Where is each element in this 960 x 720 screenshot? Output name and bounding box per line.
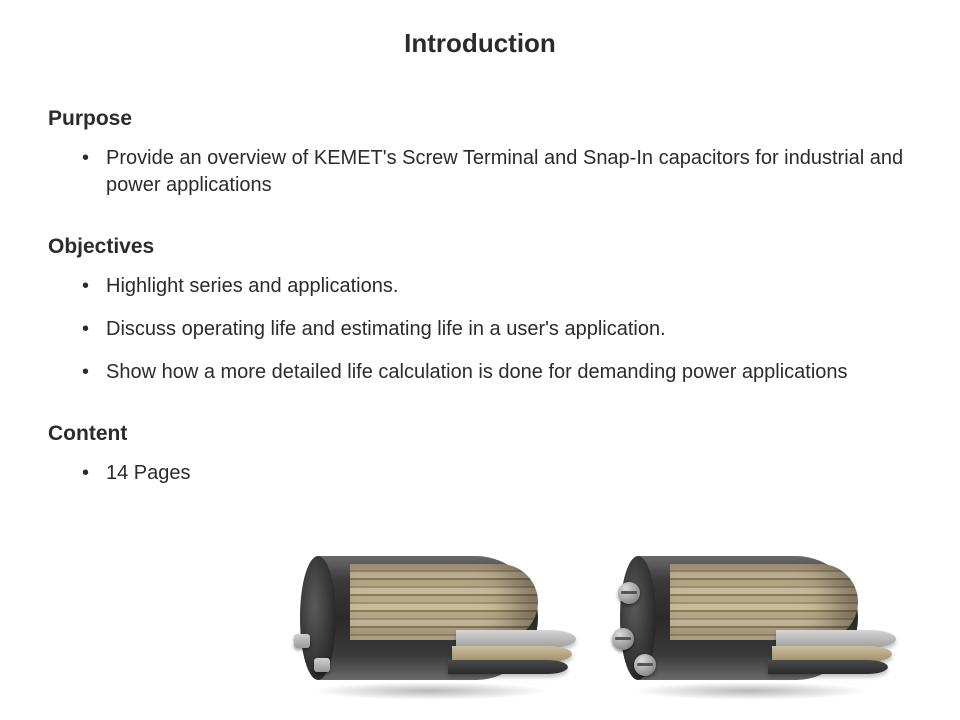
slide-introduction: Introduction Purpose Provide an overview… <box>0 0 960 720</box>
purpose-list: Provide an overview of KEMET's Screw Ter… <box>48 145 912 199</box>
capacitor-snap-in-icon <box>290 538 570 698</box>
section-content: Content 14 Pages <box>48 422 912 487</box>
list-item: Show how a more detailed life calculatio… <box>102 359 912 386</box>
capacitor-screw-terminal-icon <box>610 538 890 698</box>
list-item: 14 Pages <box>102 460 912 487</box>
content-heading: Content <box>48 422 912 446</box>
section-purpose: Purpose Provide an overview of KEMET's S… <box>48 107 912 199</box>
objectives-list: Highlight series and applications. Discu… <box>48 273 912 386</box>
list-item: Discuss operating life and estimating li… <box>102 316 912 343</box>
list-item: Highlight series and applications. <box>102 273 912 300</box>
capacitor-figures <box>290 538 930 698</box>
list-item: Provide an overview of KEMET's Screw Ter… <box>102 145 912 199</box>
slide-title: Introduction <box>48 28 912 59</box>
objectives-heading: Objectives <box>48 235 912 259</box>
section-objectives: Objectives Highlight series and applicat… <box>48 235 912 386</box>
purpose-heading: Purpose <box>48 107 912 131</box>
content-list: 14 Pages <box>48 460 912 487</box>
